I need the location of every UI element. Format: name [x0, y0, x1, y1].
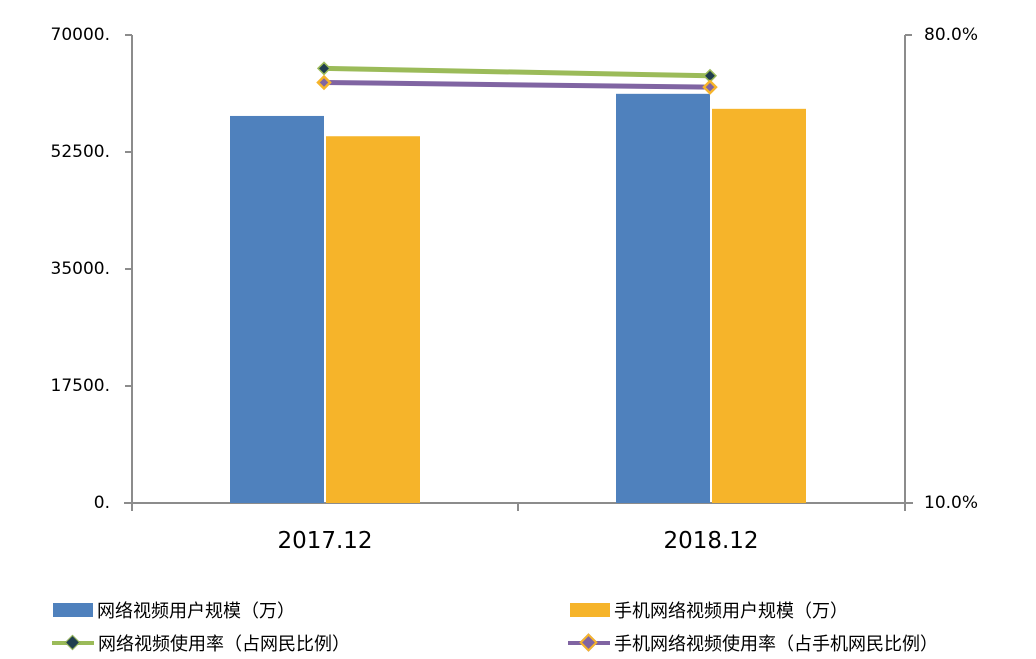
bar — [616, 93, 710, 503]
legend-label: 网络视频用户规模（万） — [97, 601, 295, 622]
x-category-label: 2018.12 — [663, 528, 759, 554]
y-left-tick: 70000. — [50, 25, 110, 45]
diamond-marker-icon — [316, 61, 332, 76]
legend-label: 手机网络视频用户规模（万） — [614, 601, 848, 622]
bar — [712, 108, 806, 503]
legend-label: 手机网络视频使用率（占手机网民比例） — [614, 634, 938, 655]
y-left-tick: 35000. — [50, 259, 110, 279]
x-category-label: 2017.12 — [277, 528, 373, 554]
legend-item-mobile-video-users[interactable]: 手机网络视频用户规模（万） — [570, 597, 848, 623]
legend-swatch-bar-icon — [570, 603, 610, 617]
legend-item-mobile-video-usage-rate[interactable]: 手机网络视频使用率（占手机网民比例） — [568, 630, 938, 656]
legend-line-marker-icon — [52, 634, 94, 651]
legend-swatch-bar-icon — [53, 603, 93, 617]
y-left-tick: 0. — [93, 493, 110, 513]
y-right-tick: 80.0% — [924, 25, 979, 45]
y-left-tick: 17500. — [50, 376, 110, 396]
bar — [326, 136, 420, 504]
legend-item-video-users[interactable]: 网络视频用户规模（万） — [53, 597, 295, 623]
bar — [230, 115, 324, 504]
line-series — [323, 79, 711, 90]
y-right-tick: 10.0% — [924, 493, 979, 513]
legend-line-marker-icon — [568, 633, 610, 652]
legend-label: 网络视频使用率（占网民比例） — [98, 634, 350, 655]
y-left-tick: 52500. — [50, 142, 110, 162]
legend-item-video-usage-rate[interactable]: 网络视频使用率（占网民比例） — [52, 630, 350, 656]
diamond-marker-icon — [316, 74, 332, 91]
line-series — [323, 65, 711, 79]
diamond-marker-icon — [702, 79, 718, 95]
